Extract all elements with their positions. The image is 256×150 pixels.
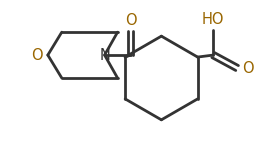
Text: HO: HO <box>202 12 225 27</box>
Text: O: O <box>242 61 254 76</box>
Text: N: N <box>99 48 110 63</box>
Text: O: O <box>31 48 43 63</box>
Text: O: O <box>125 13 136 28</box>
